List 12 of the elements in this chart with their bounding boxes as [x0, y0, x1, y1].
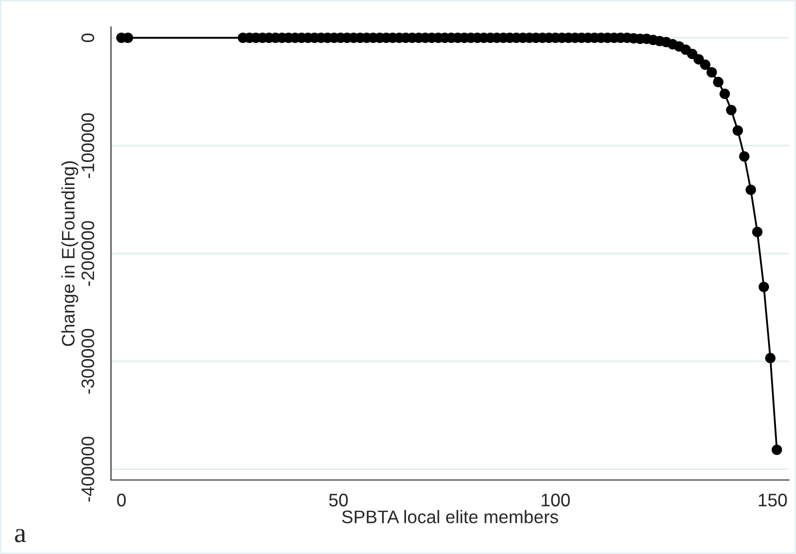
y-tick-label: -200000: [81, 221, 94, 286]
x-axis-title: SPBTA local elite members: [342, 510, 558, 524]
x-tick-label: 150: [758, 494, 787, 506]
x-tick-label: 0: [117, 494, 126, 506]
y-tick-label: -300000: [81, 328, 94, 394]
x-tick-label: 50: [329, 494, 348, 506]
y-tick-label: 0: [81, 33, 94, 42]
y-tick-label: -100000: [81, 113, 94, 178]
text: a: [14, 528, 26, 542]
y-axis-title: Change in E(Founding): [61, 161, 78, 346]
x-tick-label: 100: [542, 494, 570, 506]
y-tick-label: -400000: [81, 436, 94, 502]
